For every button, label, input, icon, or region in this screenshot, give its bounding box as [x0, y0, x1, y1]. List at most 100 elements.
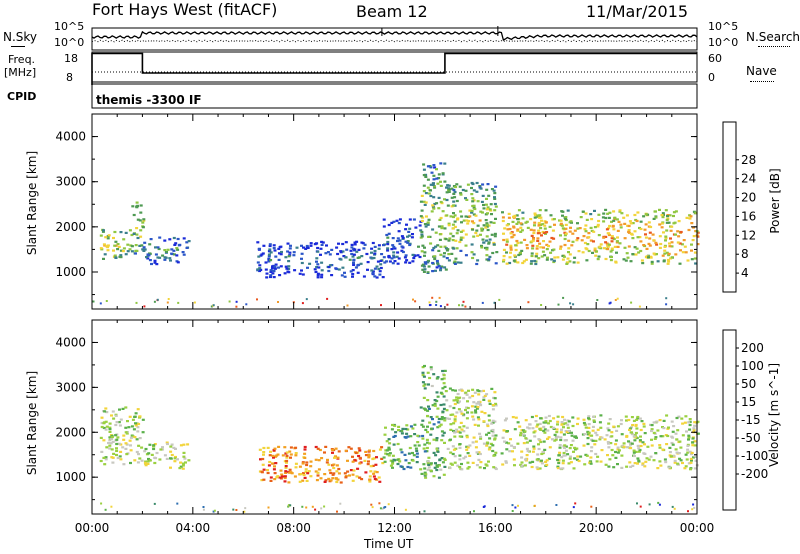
data-cell — [267, 447, 270, 449]
data-cell — [409, 467, 412, 469]
data-cell — [440, 418, 443, 420]
data-cell — [427, 464, 430, 466]
data-cell — [374, 250, 377, 252]
data-cell — [516, 242, 519, 244]
data-cell — [433, 439, 436, 441]
data-cell — [164, 454, 167, 456]
data-cell — [479, 461, 482, 463]
data-cell — [452, 239, 455, 241]
data-cell — [412, 299, 414, 301]
data-cell — [433, 423, 436, 425]
data-cell — [465, 449, 468, 451]
data-cell — [412, 257, 415, 259]
data-cell — [449, 388, 452, 390]
data-cell — [431, 228, 434, 230]
data-cell — [495, 262, 498, 264]
data-cell — [169, 467, 172, 469]
data-cell — [446, 417, 449, 419]
data-cell — [257, 261, 260, 263]
data-cell — [439, 181, 442, 183]
data-cell — [285, 266, 288, 268]
data-cell — [102, 457, 105, 459]
data-cell — [116, 436, 119, 438]
data-cell — [682, 251, 685, 253]
data-cell — [666, 215, 669, 217]
data-cell — [316, 263, 319, 265]
data-cell — [268, 464, 271, 466]
data-cell — [473, 510, 475, 512]
data-cell — [662, 255, 665, 257]
data-cell — [107, 442, 110, 444]
data-cell — [284, 272, 287, 274]
data-cell — [440, 201, 443, 203]
data-cell — [355, 452, 358, 454]
data-cell — [378, 481, 381, 483]
data-cell — [155, 263, 158, 265]
data-cell — [103, 243, 106, 245]
data-cell — [388, 503, 390, 505]
data-cell — [552, 427, 555, 429]
data-cell — [404, 428, 407, 430]
data-cell — [455, 411, 458, 413]
data-cell — [134, 252, 137, 254]
data-cell — [562, 426, 565, 428]
data-cell — [460, 237, 463, 239]
data-cell — [150, 238, 153, 240]
data-cell — [119, 424, 122, 426]
data-cell — [597, 220, 600, 222]
data-cell — [182, 463, 185, 465]
data-cell — [593, 419, 596, 421]
data-cell — [667, 259, 670, 261]
data-cell — [363, 460, 366, 462]
data-cell — [614, 246, 617, 248]
data-cell — [341, 243, 344, 245]
data-cell — [640, 445, 643, 447]
data-cell — [631, 443, 634, 445]
data-cell — [433, 452, 436, 454]
data-cell — [683, 239, 686, 241]
y-tick-label: 4000 — [55, 335, 86, 349]
data-cell — [482, 239, 485, 241]
data-cell — [135, 244, 138, 246]
data-cell — [427, 236, 430, 238]
data-cell — [477, 425, 480, 427]
data-cell — [259, 449, 262, 451]
data-cell — [620, 423, 623, 425]
data-cell — [488, 415, 491, 417]
data-cell — [684, 415, 687, 417]
data-cell — [630, 431, 633, 433]
data-cell — [277, 446, 280, 448]
data-cell — [443, 442, 446, 444]
data-cell — [310, 245, 313, 247]
data-cell — [630, 260, 633, 262]
data-cell — [467, 452, 470, 454]
data-cell — [454, 258, 457, 260]
data-cell — [526, 441, 529, 443]
data-cell — [669, 237, 672, 239]
data-cell — [299, 473, 302, 475]
data-cell — [673, 211, 676, 213]
data-cell — [443, 163, 446, 165]
data-cell — [549, 420, 552, 422]
data-cell — [420, 231, 423, 233]
data-cell — [441, 387, 444, 389]
data-cell — [169, 446, 172, 448]
data-cell — [485, 445, 488, 447]
data-cell — [694, 455, 697, 457]
data-cell — [452, 189, 455, 191]
data-cell — [628, 225, 631, 227]
data-cell — [491, 234, 494, 236]
data-cell — [531, 235, 534, 237]
x-tick-label: 00:00 — [680, 521, 715, 535]
data-cell — [384, 506, 386, 508]
data-cell — [424, 473, 427, 475]
data-cell — [691, 441, 694, 443]
data-cell — [689, 424, 692, 426]
data-cell — [232, 509, 234, 511]
data-cell — [670, 226, 673, 228]
data-cell — [644, 432, 647, 434]
data-cell — [616, 236, 619, 238]
data-cell — [448, 240, 451, 242]
data-cell — [535, 415, 538, 417]
data-cell — [328, 266, 331, 268]
